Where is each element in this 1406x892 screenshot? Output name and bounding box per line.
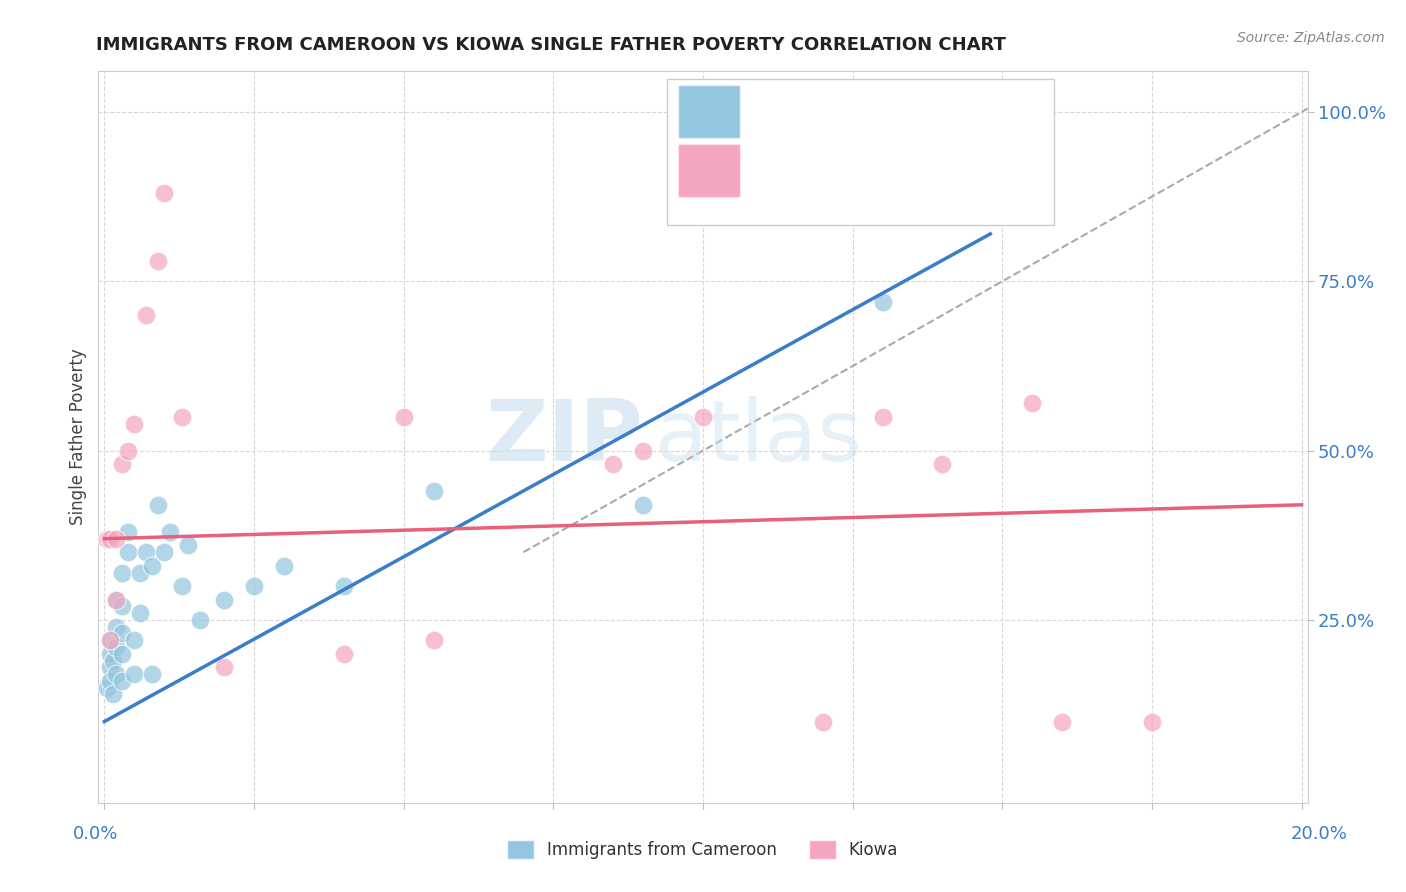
Point	[153, 186, 176, 201]
Point	[392, 409, 415, 424]
Point	[105, 640, 128, 654]
Point	[172, 409, 194, 424]
Text: R = 0.580: R = 0.580	[758, 101, 848, 120]
Point	[931, 457, 953, 471]
Point	[111, 673, 134, 688]
Point	[1050, 714, 1073, 729]
Point	[212, 592, 235, 607]
FancyBboxPatch shape	[679, 145, 740, 195]
Point	[273, 558, 295, 573]
Point	[212, 660, 235, 674]
Legend: Immigrants from Cameroon, Kiowa: Immigrants from Cameroon, Kiowa	[502, 834, 904, 866]
Point	[117, 524, 139, 539]
Point	[141, 667, 163, 681]
Y-axis label: Single Father Poverty: Single Father Poverty	[69, 349, 87, 525]
Point	[124, 417, 146, 431]
Point	[177, 538, 200, 552]
Text: 0.0%: 0.0%	[73, 825, 118, 843]
Point	[1140, 714, 1163, 729]
Point	[117, 443, 139, 458]
Point	[124, 667, 146, 681]
Point	[135, 545, 157, 559]
Point	[333, 647, 356, 661]
Text: atlas: atlas	[655, 395, 863, 479]
Text: R = 0.033: R = 0.033	[758, 161, 848, 179]
Point	[111, 599, 134, 614]
FancyBboxPatch shape	[679, 86, 740, 137]
Text: N = 25: N = 25	[903, 161, 970, 179]
Point	[117, 545, 139, 559]
Point	[100, 633, 122, 648]
Point	[100, 673, 122, 688]
Point	[422, 633, 444, 648]
Point	[105, 532, 128, 546]
Point	[148, 254, 170, 268]
Text: Source: ZipAtlas.com: Source: ZipAtlas.com	[1237, 31, 1385, 45]
Point	[811, 714, 834, 729]
Point	[100, 532, 122, 546]
Point	[129, 566, 152, 580]
Point	[692, 409, 714, 424]
Text: R = 0.580: R = 0.580	[758, 101, 848, 120]
Point	[333, 579, 356, 593]
Point	[141, 558, 163, 573]
Point	[96, 681, 118, 695]
Point	[1021, 396, 1043, 410]
Point	[602, 457, 624, 471]
Point	[422, 484, 444, 499]
Point	[111, 626, 134, 640]
Text: N = 38: N = 38	[903, 101, 970, 120]
Point	[100, 660, 122, 674]
Text: 20.0%: 20.0%	[1291, 825, 1347, 843]
Point	[105, 620, 128, 634]
Point	[188, 613, 211, 627]
Point	[111, 647, 134, 661]
Point	[100, 633, 122, 648]
Point	[631, 498, 654, 512]
Point	[105, 667, 128, 681]
FancyBboxPatch shape	[666, 78, 1053, 225]
Point	[96, 532, 118, 546]
Point	[103, 654, 125, 668]
Point	[872, 409, 894, 424]
Point	[100, 647, 122, 661]
Point	[129, 606, 152, 620]
Point	[111, 457, 134, 471]
Point	[872, 294, 894, 309]
Point	[135, 308, 157, 322]
Point	[103, 688, 125, 702]
Text: N = 25: N = 25	[903, 161, 970, 179]
Point	[153, 545, 176, 559]
Point	[111, 566, 134, 580]
Point	[159, 524, 181, 539]
Point	[105, 592, 128, 607]
Text: R = 0.033: R = 0.033	[758, 161, 848, 179]
Text: ZIP: ZIP	[485, 395, 643, 479]
Text: IMMIGRANTS FROM CAMEROON VS KIOWA SINGLE FATHER POVERTY CORRELATION CHART: IMMIGRANTS FROM CAMEROON VS KIOWA SINGLE…	[96, 36, 1005, 54]
Point	[243, 579, 266, 593]
Point	[124, 633, 146, 648]
Point	[148, 498, 170, 512]
Point	[631, 443, 654, 458]
Point	[172, 579, 194, 593]
Text: N = 38: N = 38	[903, 101, 970, 120]
Point	[105, 592, 128, 607]
